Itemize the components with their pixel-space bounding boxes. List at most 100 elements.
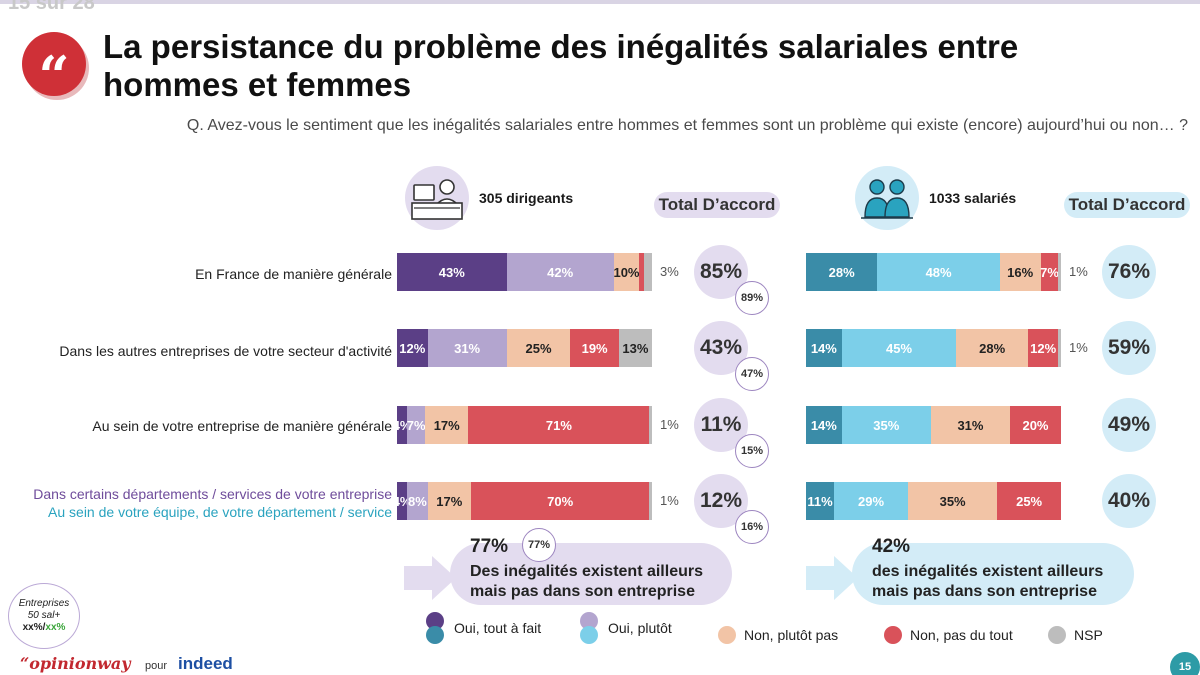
row-label-departement-dirigeants: Dans certains départements / services de…: [33, 486, 392, 502]
dirigeants-total-compare-3: 15%: [735, 434, 769, 468]
dirigeants-outside-label-4: 1%: [660, 493, 679, 508]
legend-nsp: NSP: [1048, 626, 1103, 644]
callout-right-text: des inégalités existent ailleurs mais pa…: [872, 562, 1103, 602]
entreprises-badge: Entreprises 50 sal+ xx%/xx%: [8, 583, 80, 649]
badge-pct: xx%/xx%: [9, 622, 79, 634]
legend-oui-tout: Oui, tout à fait: [424, 612, 541, 644]
salaries-bar-row-3: 14% 35% 31% 20%: [806, 406, 1061, 444]
callout-right-line1: des inégalités existent ailleurs: [872, 563, 1104, 580]
callout-left-text: Des inégalités existent ailleurs mais pa…: [470, 562, 703, 602]
dirigeants-bar-row-3: 4% 7% 17% 71%: [393, 406, 653, 444]
legend-oui-tout-label: Oui, tout à fait: [454, 620, 542, 636]
salaries-total-accord-2: 59%: [1102, 321, 1156, 375]
dirigeants-seg-3-2: 7%: [407, 406, 426, 444]
salaries-bar-row-4: 11% 29% 35% 25%: [806, 482, 1061, 520]
salaries-outside-label-1: 1%: [1069, 264, 1088, 279]
dirigeants-label: 305 dirigeants: [479, 190, 574, 206]
dirigeants-header: 305 dirigeants: [405, 166, 573, 230]
page-number: 15: [1170, 652, 1200, 675]
badge-pct-a: xx%: [22, 622, 43, 633]
quote-icon: “: [22, 32, 86, 108]
survey-question: Q. Avez-vous le sentiment que les inégal…: [186, 117, 1188, 134]
dirigeants-seg-4-5: [649, 482, 653, 520]
salaries-total-accord-1: 76%: [1102, 245, 1156, 299]
dirigeants-total-compare-1: 89%: [735, 281, 769, 315]
dirigeants-seg-2-3: 25%: [506, 329, 571, 367]
indeed-logo: indeed: [178, 654, 233, 673]
salaries-seg-1-3: 16%: [999, 253, 1041, 291]
dirigeants-seg-2-1: 12%: [397, 329, 428, 367]
callout-left-line2: mais pas dans son entreprise: [470, 583, 695, 600]
salaries-label: 1033 salariés: [929, 190, 1017, 206]
legend-nsp-label: NSP: [1074, 627, 1103, 643]
salaries-seg-2-2: 45%: [841, 329, 957, 367]
legend-non-plutot: Non, plutôt pas: [718, 626, 838, 644]
dirigeants-seg-3-4: 71%: [468, 406, 650, 444]
salaries-header: 1033 salariés: [855, 166, 1016, 230]
dirigeants-seg-1-3: 10%: [613, 253, 640, 291]
salaries-seg-3-2: 35%: [841, 406, 931, 444]
dirigeants-total-compare-4: 16%: [735, 510, 769, 544]
callout-right-line2: mais pas dans son entreprise: [872, 583, 1097, 600]
dirigeants-seg-4-4: 70%: [470, 482, 650, 520]
arrow-icon-left: [404, 556, 456, 600]
legend-non-pas: Non, pas du tout: [884, 626, 1013, 644]
callout-left-line1: Des inégalités existent ailleurs: [470, 563, 703, 580]
salaries-seg-3-1: 14%: [806, 406, 842, 444]
dirigeants-seg-3-3: 17%: [425, 406, 469, 444]
dirigeants-seg-2-2: 31%: [427, 329, 507, 367]
dirigeants-seg-4-3: 17%: [427, 482, 471, 520]
top-rule: [0, 0, 1200, 4]
arrow-icon-right: [806, 556, 858, 600]
page-counter: 15 sur 28: [8, 0, 95, 14]
dirigeants-seg-1-1: 43%: [397, 253, 507, 291]
dirigeants-bar-row-2: 12% 31% 25% 19% 13%: [397, 329, 652, 367]
dirigeants-bar-row-1: 43% 42% 10%: [397, 253, 652, 291]
row-label-france: En France de manière générale: [195, 266, 392, 282]
callout-right-pct: 42%: [872, 536, 911, 557]
dirigeants-outside-label-3: 1%: [660, 417, 679, 432]
salaries-seg-3-3: 31%: [930, 406, 1010, 444]
salaries-seg-1-2: 48%: [877, 253, 1000, 291]
dirigeants-seg-2-5: 13%: [618, 329, 652, 367]
row-label-equipe-salaries: Au sein de votre équipe, de votre départ…: [48, 504, 392, 520]
salaries-total-accord-4: 40%: [1102, 474, 1156, 528]
callout-left-bg: [450, 543, 732, 605]
salaries-seg-1-1: 28%: [806, 253, 878, 291]
legend-non-plutot-label: Non, plutôt pas: [744, 627, 839, 643]
salaries-seg-3-4: 20%: [1009, 406, 1061, 444]
salaries-seg-2-3: 28%: [956, 329, 1028, 367]
legend-oui-plutot-label: Oui, plutôt: [608, 620, 672, 636]
dirigeants-seg-3-5: [649, 406, 653, 444]
total-accord-header-salaries: Total D’accord: [1064, 192, 1190, 218]
legend-non-pas-label: Non, pas du tout: [910, 627, 1013, 643]
salaries-seg-4-3: 35%: [907, 482, 998, 520]
legend-oui-plutot: Oui, plutôt: [578, 612, 672, 644]
executive-desk-icon: [405, 166, 469, 230]
opinionway-logo: “opinionway: [20, 654, 131, 673]
callout-left-compare: 77%: [522, 528, 556, 562]
dirigeants-seg-4-2: 8%: [407, 482, 428, 520]
row-label-departement: Dans certains départements / services de…: [33, 485, 392, 521]
total-accord-header-dirigeants: Total D’accord: [654, 192, 780, 218]
salaries-seg-4-4: 25%: [997, 482, 1061, 520]
callout-right-bg: [852, 543, 1134, 605]
callout-left-pct: 77%: [470, 536, 509, 557]
salaries-seg-2-4: 12%: [1027, 329, 1059, 367]
salaries-total-accord-3: 49%: [1102, 398, 1156, 452]
dirigeants-seg-1-2: 42%: [506, 253, 614, 291]
dirigeants-total-accord-2: 43%: [694, 321, 748, 375]
badge-pct-b: xx%: [45, 622, 66, 633]
salaries-seg-1-5: [1058, 253, 1062, 291]
salaries-bar-row-2: 14% 45% 28% 12%: [806, 329, 1062, 367]
salaries-seg-2-5: [1058, 329, 1062, 367]
salaries-outside-label-2: 1%: [1069, 340, 1088, 355]
salaries-seg-4-1: 11%: [806, 482, 835, 520]
badge-sep: /: [42, 622, 46, 633]
dirigeants-seg-3-1: 4%: [393, 406, 412, 444]
dirigeants-seg-1-4: [639, 253, 645, 291]
salaries-seg-4-2: 29%: [834, 482, 908, 520]
dirigeants-seg-2-4: 19%: [570, 329, 619, 367]
page-title: La persistance du problème des inégalité…: [103, 28, 1019, 103]
salaries-seg-2-1: 14%: [806, 329, 842, 367]
